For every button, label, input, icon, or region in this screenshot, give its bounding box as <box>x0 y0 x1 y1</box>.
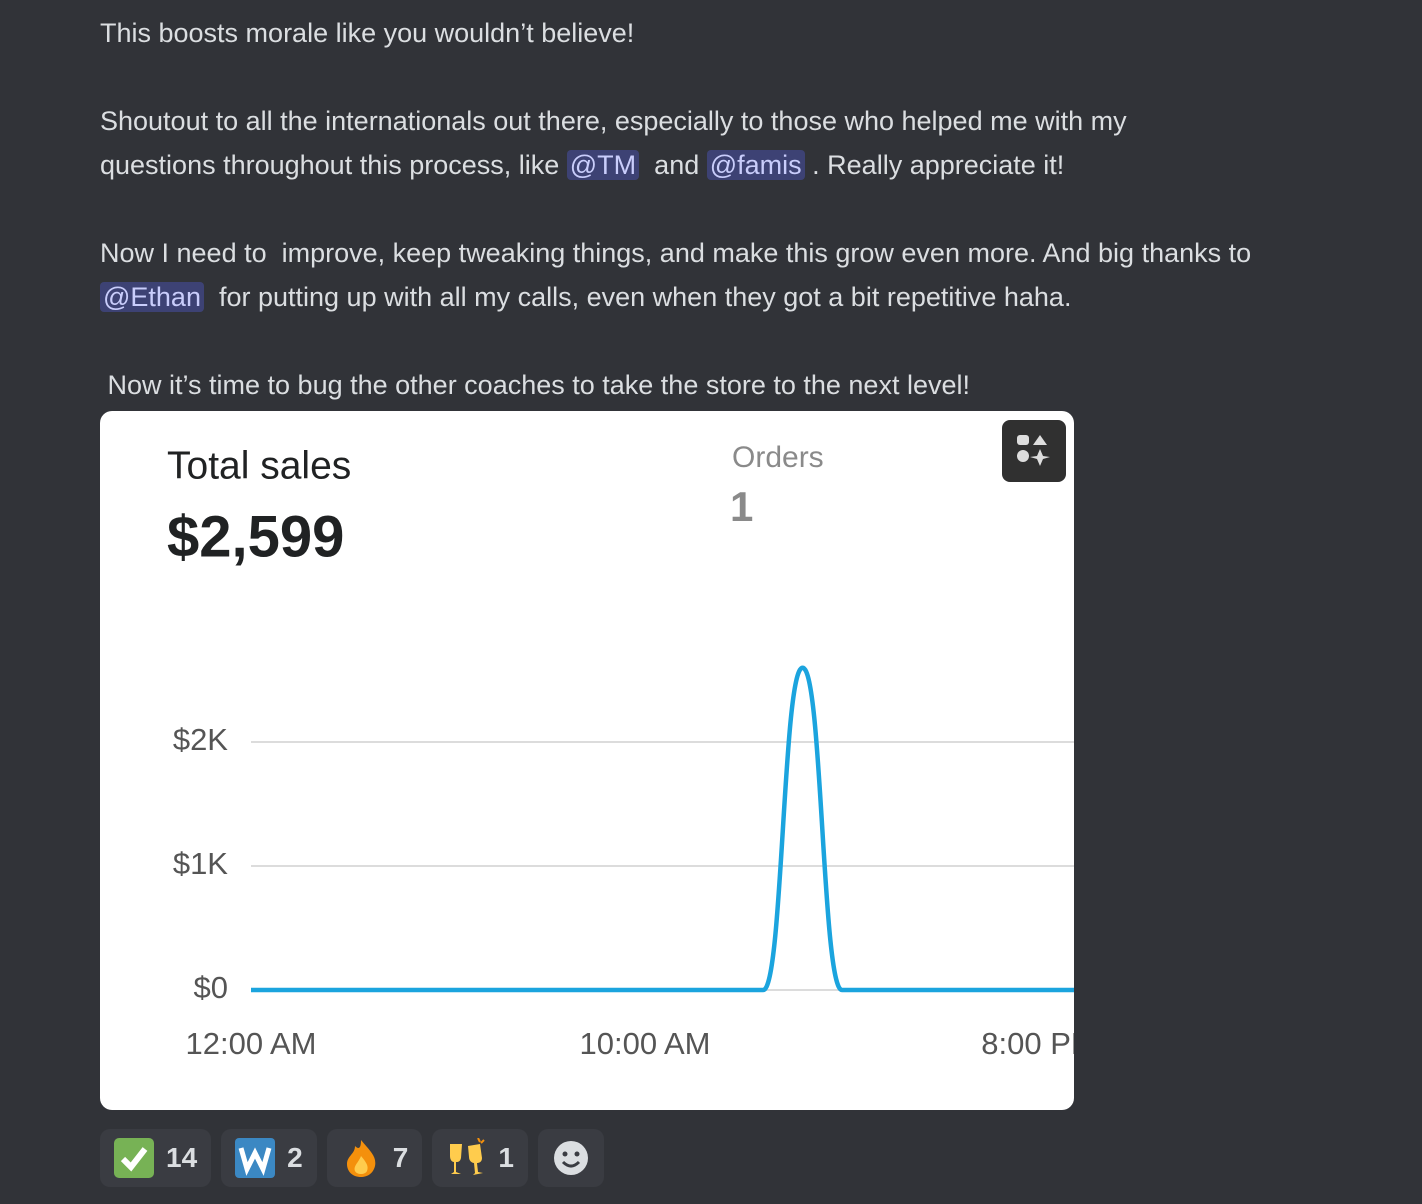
reaction[interactable]: 7 <box>326 1129 423 1187</box>
text-line: questions throughout this process, like … <box>100 143 1422 187</box>
y-tick-label: $2K <box>173 722 228 757</box>
text: This boosts morale like you wouldn’t bel… <box>100 18 635 48</box>
reaction-emoji <box>450 1138 486 1175</box>
y-tick-label: $1K <box>173 846 228 881</box>
x-tick-label: 12:00 AM <box>186 1026 317 1061</box>
paragraph: Shoutout to all the internationals out t… <box>100 99 1422 187</box>
mention[interactable]: @famis <box>706 150 805 180</box>
text: . Really appreciate it! <box>804 150 1065 180</box>
mention[interactable]: @Ethan <box>100 282 204 312</box>
total-value: $2,599 <box>167 504 344 569</box>
orders-value: 1 <box>730 483 753 530</box>
reaction-count: 14 <box>166 1142 198 1173</box>
reaction-emoji <box>235 1138 276 1178</box>
add-reaction[interactable] <box>537 1129 604 1187</box>
paragraph: Now it’s time to bug the other coaches t… <box>100 363 1422 407</box>
x-tick-label: 10:00 AM <box>580 1026 711 1061</box>
text-line: Now I need to improve, keep tweaking thi… <box>100 231 1422 275</box>
add-reaction-icon <box>553 1141 588 1175</box>
reaction[interactable]: 2 <box>221 1129 317 1187</box>
text: Now it’s time to bug the other coaches t… <box>100 370 971 400</box>
text-line: Shoutout to all the internationals out t… <box>100 99 1422 143</box>
text: and <box>639 150 707 180</box>
paragraph: This boosts morale like you wouldn’t bel… <box>100 11 1422 55</box>
embed-title: Total sales <box>167 444 351 487</box>
reaction-emoji <box>346 1140 376 1177</box>
text: Shoutout to all the internationals out t… <box>100 106 1127 136</box>
message: This boosts morale like you wouldn’t bel… <box>100 11 1422 451</box>
sales-line <box>251 665 1074 993</box>
reaction[interactable]: 1 <box>432 1129 528 1187</box>
text-line: This boosts morale like you wouldn’t bel… <box>100 11 1422 55</box>
y-tick-label: $0 <box>194 970 228 1005</box>
text: Now I need to improve, keep tweaking thi… <box>100 238 1252 268</box>
chart: Total sales $2,599 Orders 1 $0 $1K $2K 12:0… <box>167 420 1074 1061</box>
reaction-count: 2 <box>287 1142 303 1173</box>
orders-label: Orders <box>732 441 824 474</box>
reaction-emoji <box>114 1138 154 1178</box>
text-line: Now it’s time to bug the other coaches t… <box>100 363 1422 407</box>
reaction[interactable]: 14 <box>100 1129 212 1187</box>
ai-icon[interactable] <box>1002 420 1066 482</box>
mention[interactable]: @TM <box>566 150 640 180</box>
text: for putting up with all my calls, even w… <box>203 282 1072 312</box>
x-tick-label: 8:00 PM <box>981 1026 1074 1061</box>
embed-image[interactable]: Total sales $2,599 Orders 1 $0 $1K $2K 12:0… <box>100 411 1074 1110</box>
reaction-count: 7 <box>392 1142 409 1173</box>
reaction-count: 1 <box>498 1142 514 1173</box>
paragraph: Now I need to improve, keep tweaking thi… <box>100 231 1422 319</box>
reactions: 14 2 7 1 <box>100 1129 604 1187</box>
text-line: @Ethan for putting up with all my calls,… <box>100 275 1422 319</box>
text: questions throughout this process, like <box>100 150 567 180</box>
